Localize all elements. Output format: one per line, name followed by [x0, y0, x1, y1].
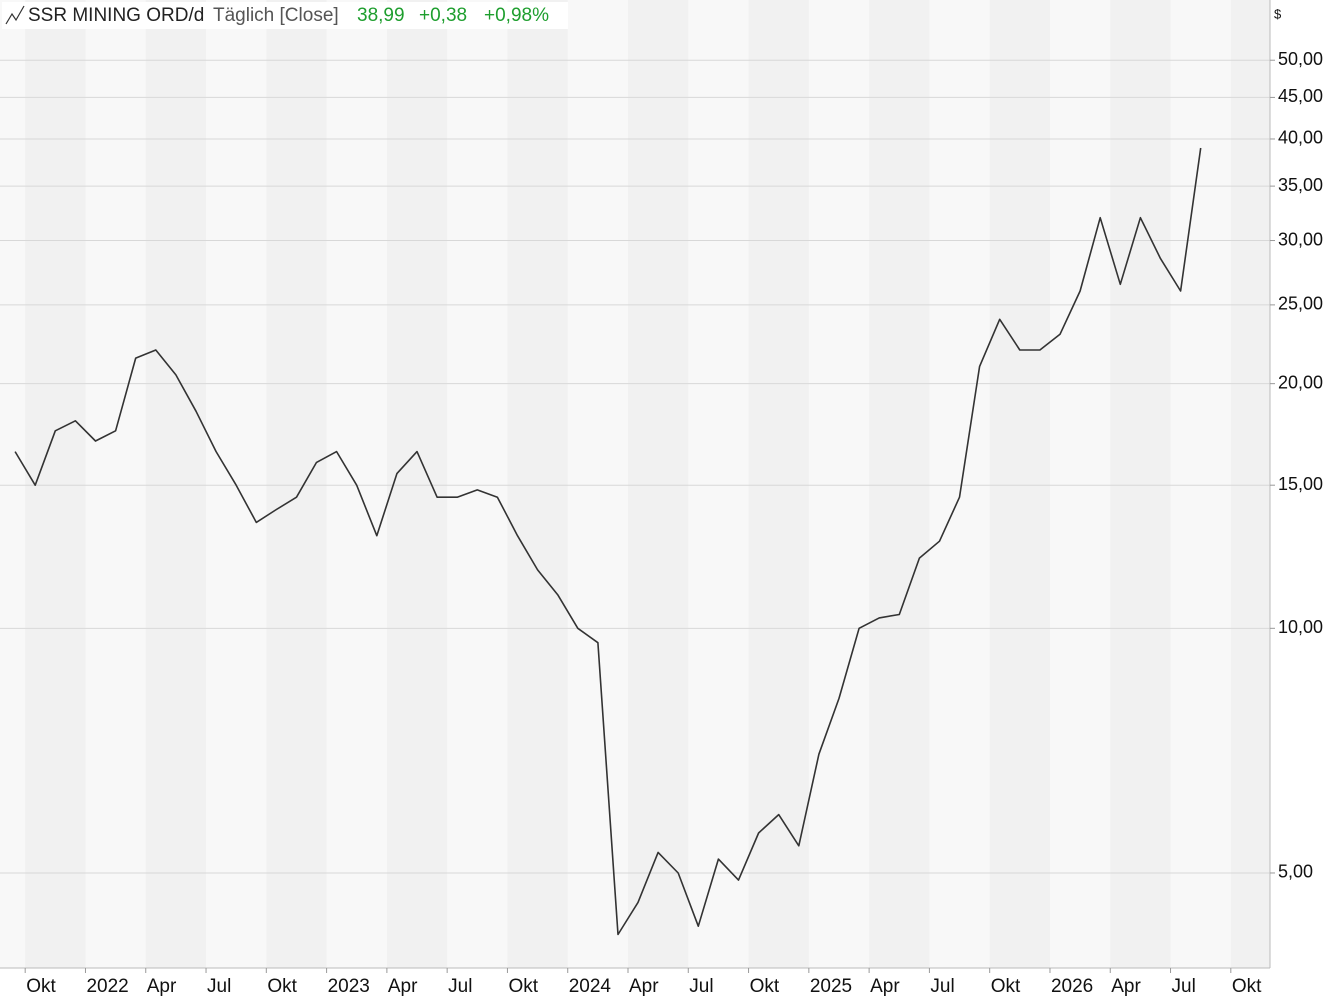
plot: [14, 147, 1202, 936]
x-tick-label: Apr: [1111, 976, 1141, 997]
x-tick-label: Jul: [689, 976, 713, 997]
header-change: +0,38: [419, 5, 467, 26]
y-unit: $: [1274, 6, 1282, 21]
y-tick-label: 15,00: [1278, 474, 1323, 494]
y-tick-label: 10,00: [1278, 617, 1323, 637]
x-tick-label: 2026: [1051, 976, 1093, 997]
bands: [0, 0, 1271, 968]
x-tick-label: Okt: [26, 976, 56, 997]
x-tick-label: Okt: [1232, 976, 1262, 997]
price-line: [14, 147, 1202, 936]
header-box: [2, 2, 568, 29]
x-tick-label: 2022: [86, 976, 128, 997]
band: [989, 0, 1050, 968]
header-change-percent: +0,98%: [484, 5, 549, 26]
x-tick-label: Jul: [448, 976, 472, 997]
band: [266, 0, 327, 968]
y-tick-label: 25,00: [1278, 294, 1323, 314]
x-tick-label: Apr: [147, 976, 177, 997]
y-tick-label: 20,00: [1278, 372, 1323, 392]
band: [748, 0, 809, 968]
x-tick-label: Apr: [388, 976, 418, 997]
band: [1230, 0, 1270, 968]
band: [507, 0, 568, 968]
band: [869, 0, 930, 968]
x-tick-label: 2023: [328, 976, 370, 997]
y-tick-label: 30,00: [1278, 229, 1323, 249]
x-tick-label: Apr: [629, 976, 659, 997]
y-tick-label: 35,00: [1278, 175, 1323, 195]
y-tick-label: 50,00: [1278, 49, 1323, 69]
x-tick-label: 2025: [810, 976, 852, 997]
y-tick-label: 5,00: [1278, 862, 1313, 882]
line-icon: [5, 5, 25, 25]
band: [145, 0, 207, 968]
x-tick-label: Jul: [207, 976, 231, 997]
grid: [0, 59, 1270, 874]
x-tick-label: Okt: [991, 976, 1021, 997]
band: [386, 0, 448, 968]
x-tick-label: Okt: [750, 976, 780, 997]
band: [1110, 0, 1171, 968]
header-title: SSR MINING ORD/d: [28, 5, 204, 26]
y-tick-label: 40,00: [1278, 128, 1323, 148]
header-subtitle: Täglich [Close]: [213, 5, 339, 26]
band: [628, 0, 689, 968]
x-tick-label: Jul: [930, 976, 954, 997]
x-tick-label: Okt: [267, 976, 297, 997]
axes: Okt 2022 Apr Jul Okt 2023 Apr Jul Okt 2024 Apr Jul O…: [24, 49, 1323, 997]
x-tick-label: Okt: [508, 976, 538, 997]
x-tick-label: Apr: [870, 976, 900, 997]
x-tick-label: Jul: [1172, 976, 1196, 997]
y-tick-label: 45,00: [1278, 86, 1323, 106]
x-tick-label: 2024: [569, 976, 612, 997]
header-last: 38,99: [357, 5, 405, 26]
